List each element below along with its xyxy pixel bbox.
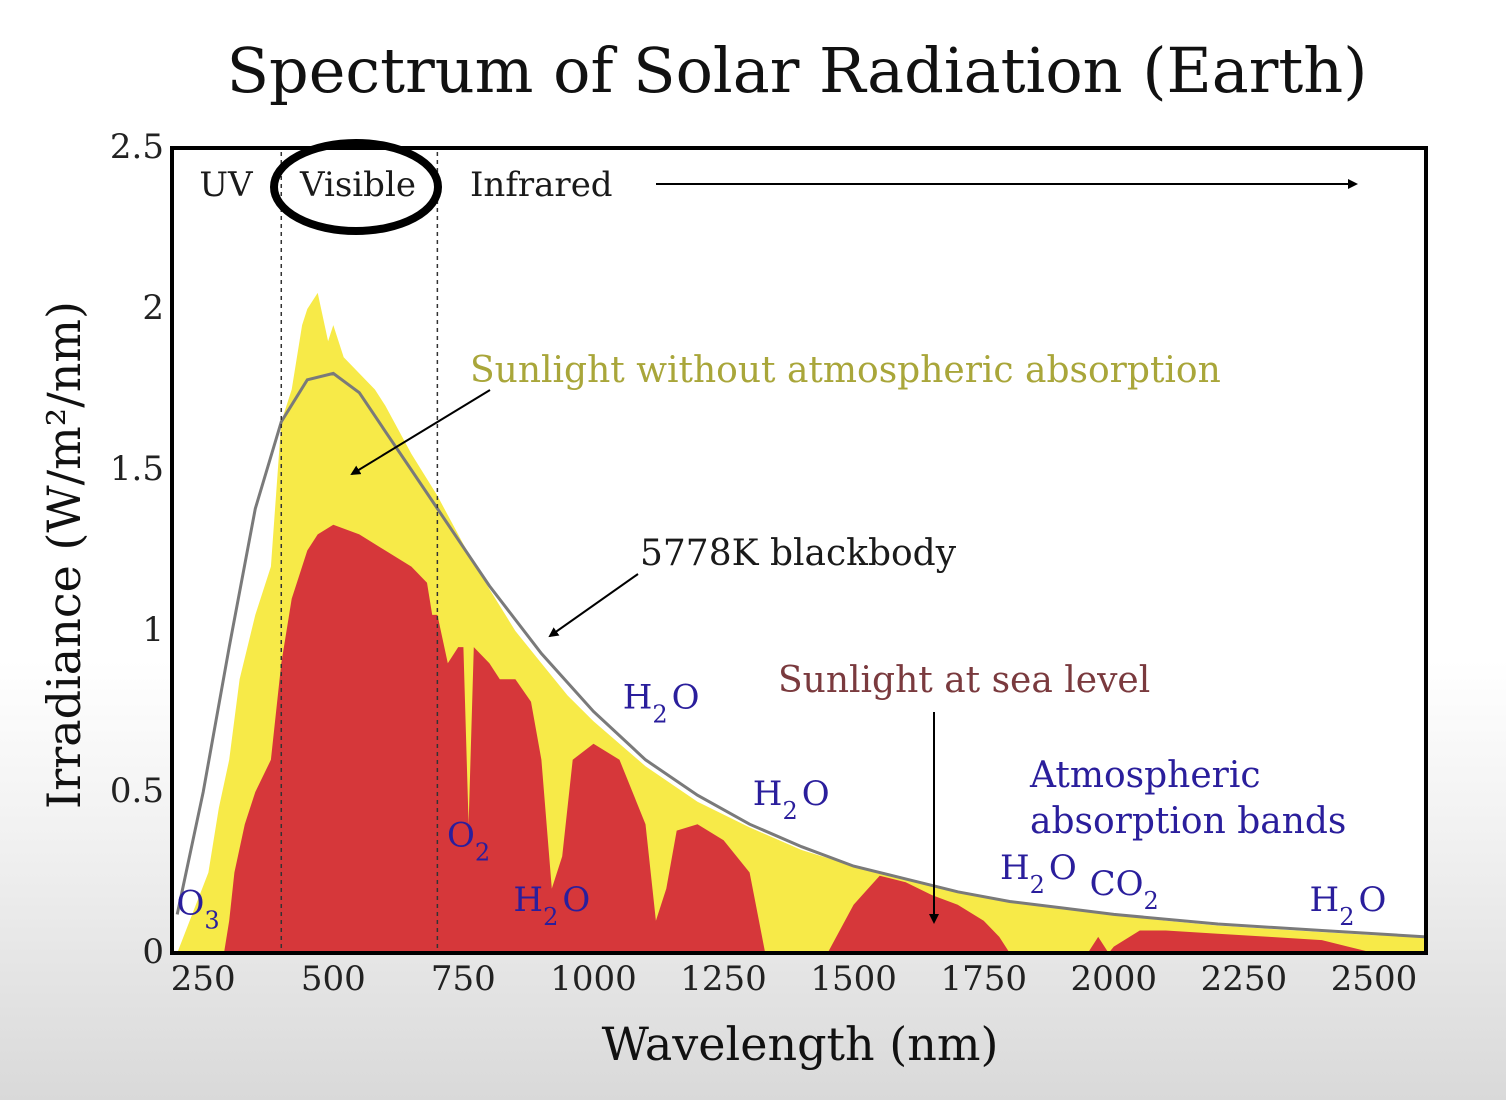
band-label-infrared: Infrared: [470, 165, 613, 205]
absorber-label: H2 O: [1310, 880, 1387, 931]
series-line-blackbody: [175, 371, 1426, 939]
y-tick-label: 2.5: [110, 127, 164, 167]
chart-title: Spectrum of Solar Radiation (Earth): [227, 34, 1368, 107]
y-tick-label: 0.5: [110, 771, 164, 811]
arrow-blackbody: [548, 573, 639, 638]
arrow-without-atmosphere: [350, 389, 491, 476]
absorber-label: H2 O: [753, 774, 830, 825]
annotation-atmospheric-bands-line1: Atmospheric: [1029, 755, 1261, 796]
x-tick-label: 2250: [1201, 959, 1288, 999]
axis-ticks: 250 500 750 1000 1250 1500 1750 2000 2250 2500 0 0.…: [110, 127, 1417, 999]
annotation-sea-level: Sunlight at sea level: [778, 660, 1150, 701]
absorber-label: O3: [176, 883, 219, 934]
band-label-uv: UV: [199, 165, 254, 205]
visible-highlight-ellipse: [270, 139, 442, 235]
x-tick-label: 2000: [1071, 959, 1158, 999]
x-tick-label: 1750: [940, 959, 1027, 999]
absorber-label: H2 O: [1000, 848, 1077, 899]
plot-frame: [170, 146, 1428, 955]
annotation-without-atmosphere: Sunlight without atmospheric absorption: [470, 350, 1221, 391]
x-tick-label: 1000: [550, 959, 637, 999]
absorber-label: H2 O: [513, 880, 590, 931]
x-tick-label: 1500: [810, 959, 897, 999]
x-tick-label: 500: [301, 959, 366, 999]
y-tick-label: 0: [142, 932, 164, 972]
x-tick-label: 2500: [1331, 959, 1418, 999]
x-axis-label: Wavelength (nm): [602, 1017, 999, 1071]
absorber-labels: O3 O2 H2 O H2 O H2 O H2 O CO2 H2 O: [176, 677, 1386, 934]
y-tick-label: 1: [142, 610, 164, 650]
x-tick-label: 250: [171, 959, 236, 999]
band-label-visible: Visible: [299, 165, 416, 205]
x-tick-label: 750: [431, 959, 496, 999]
x-tick-label: 1250: [680, 959, 767, 999]
y-axis-label: Irradiance (W/m²/nm): [37, 301, 91, 809]
absorber-label: O2: [447, 816, 490, 867]
absorber-label: CO2: [1090, 864, 1159, 915]
absorber-label: H2 O: [623, 677, 700, 728]
annotation-atmospheric-bands-line2: absorption bands: [1030, 801, 1346, 842]
y-tick-label: 1.5: [110, 449, 164, 489]
annotation-blackbody: 5778K blackbody: [640, 533, 957, 574]
y-tick-label: 2: [142, 288, 164, 328]
series-area-sea-level: [224, 524, 1374, 953]
